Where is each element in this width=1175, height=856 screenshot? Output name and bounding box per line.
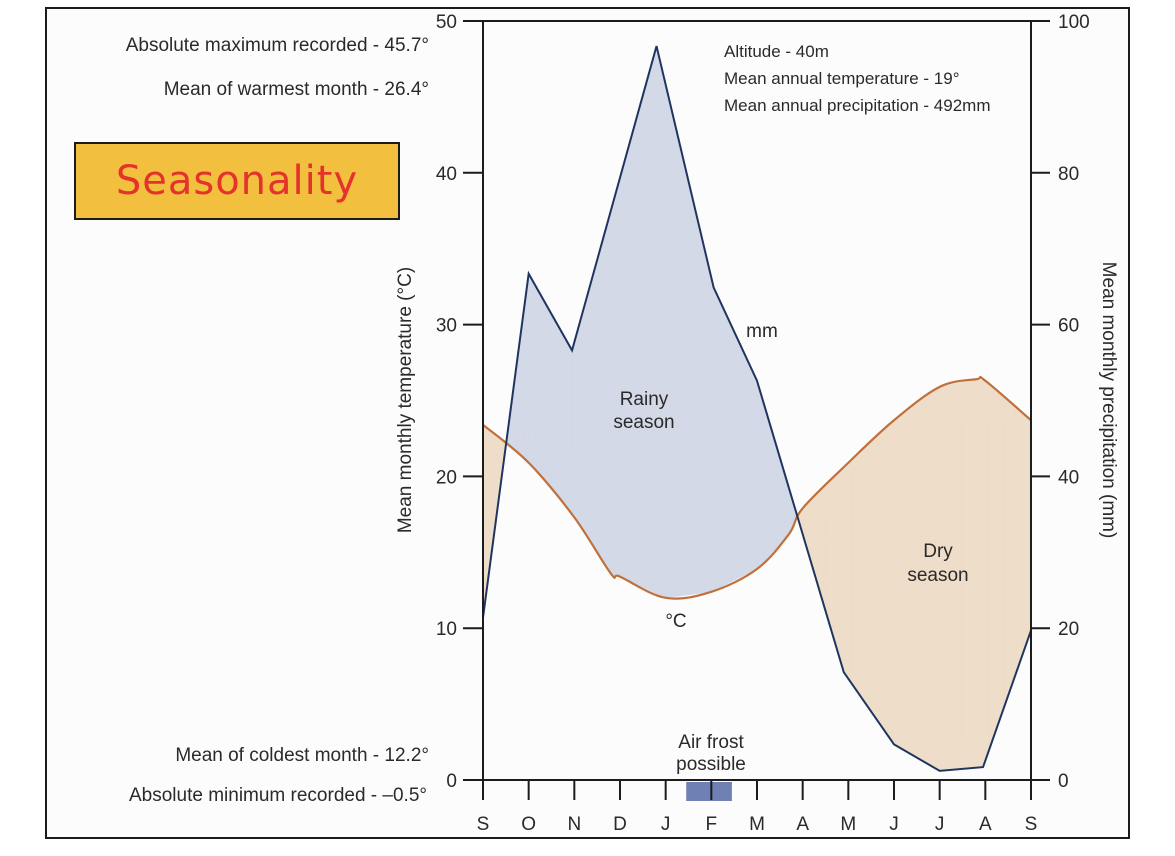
precipitation-line [482, 45, 1032, 772]
right-axis-title: Mean monthly precipitation (mm) [1098, 262, 1119, 539]
right-tick-label: 80 [1058, 164, 1079, 185]
absolute-minimum-label: Absolute minimum recorded - –0.5° [128, 785, 427, 806]
altitude-info: Altitude - 40m [724, 42, 829, 61]
month-label: N [567, 814, 581, 835]
temperature-series-label: °C [665, 611, 686, 632]
air-frost-label: Air frost [678, 732, 744, 753]
rainy-season-label: Rainy [620, 389, 669, 410]
month-label: J [889, 814, 899, 835]
dry-season-label: Dry [923, 541, 953, 562]
month-label: J [935, 814, 945, 835]
month-label: J [661, 814, 671, 835]
month-label: M [840, 814, 856, 835]
left-tick-label: 30 [436, 316, 457, 337]
left-tick-label: 40 [436, 164, 457, 185]
precipitation-series-label: mm [746, 321, 778, 342]
right-tick-label: 60 [1058, 316, 1079, 337]
right-tick-label: 40 [1058, 467, 1079, 488]
month-label: A [979, 814, 992, 835]
air-frost-label: possible [676, 754, 746, 775]
mean-annual-precipitation-info: Mean annual precipitation - 492mm [724, 96, 991, 115]
left-tick-label: 50 [436, 12, 457, 33]
month-label: M [749, 814, 765, 835]
mean-annual-temperature-info: Mean annual temperature - 19° [724, 69, 960, 88]
left-tick-label: 10 [436, 619, 457, 640]
left-axis-title: Mean monthly temperature (°C) [395, 267, 416, 533]
month-label: D [613, 814, 627, 835]
seasonality-badge: Seasonality [74, 142, 400, 220]
temperature-line [482, 375, 1032, 600]
month-label: S [477, 814, 490, 835]
absolute-maximum-label: Absolute maximum recorded - 45.7° [125, 35, 429, 56]
dry-season-label: season [907, 565, 968, 586]
left-tick-label: 20 [436, 467, 457, 488]
month-label: F [706, 814, 718, 835]
right-tick-label: 0 [1058, 771, 1069, 792]
month-label: A [796, 814, 809, 835]
seasonality-badge-text: Seasonality [115, 158, 359, 204]
rainy-season-label: season [613, 412, 674, 433]
mean-warmest-month-label: Mean of warmest month - 26.4° [163, 79, 429, 100]
month-label: S [1025, 814, 1038, 835]
air-frost-bar [686, 782, 732, 801]
right-tick-label: 100 [1058, 12, 1090, 33]
month-label: O [521, 814, 536, 835]
mean-coldest-month-label: Mean of coldest month - 12.2° [175, 745, 429, 766]
right-tick-label: 20 [1058, 619, 1079, 640]
left-tick-label: 0 [446, 771, 457, 792]
